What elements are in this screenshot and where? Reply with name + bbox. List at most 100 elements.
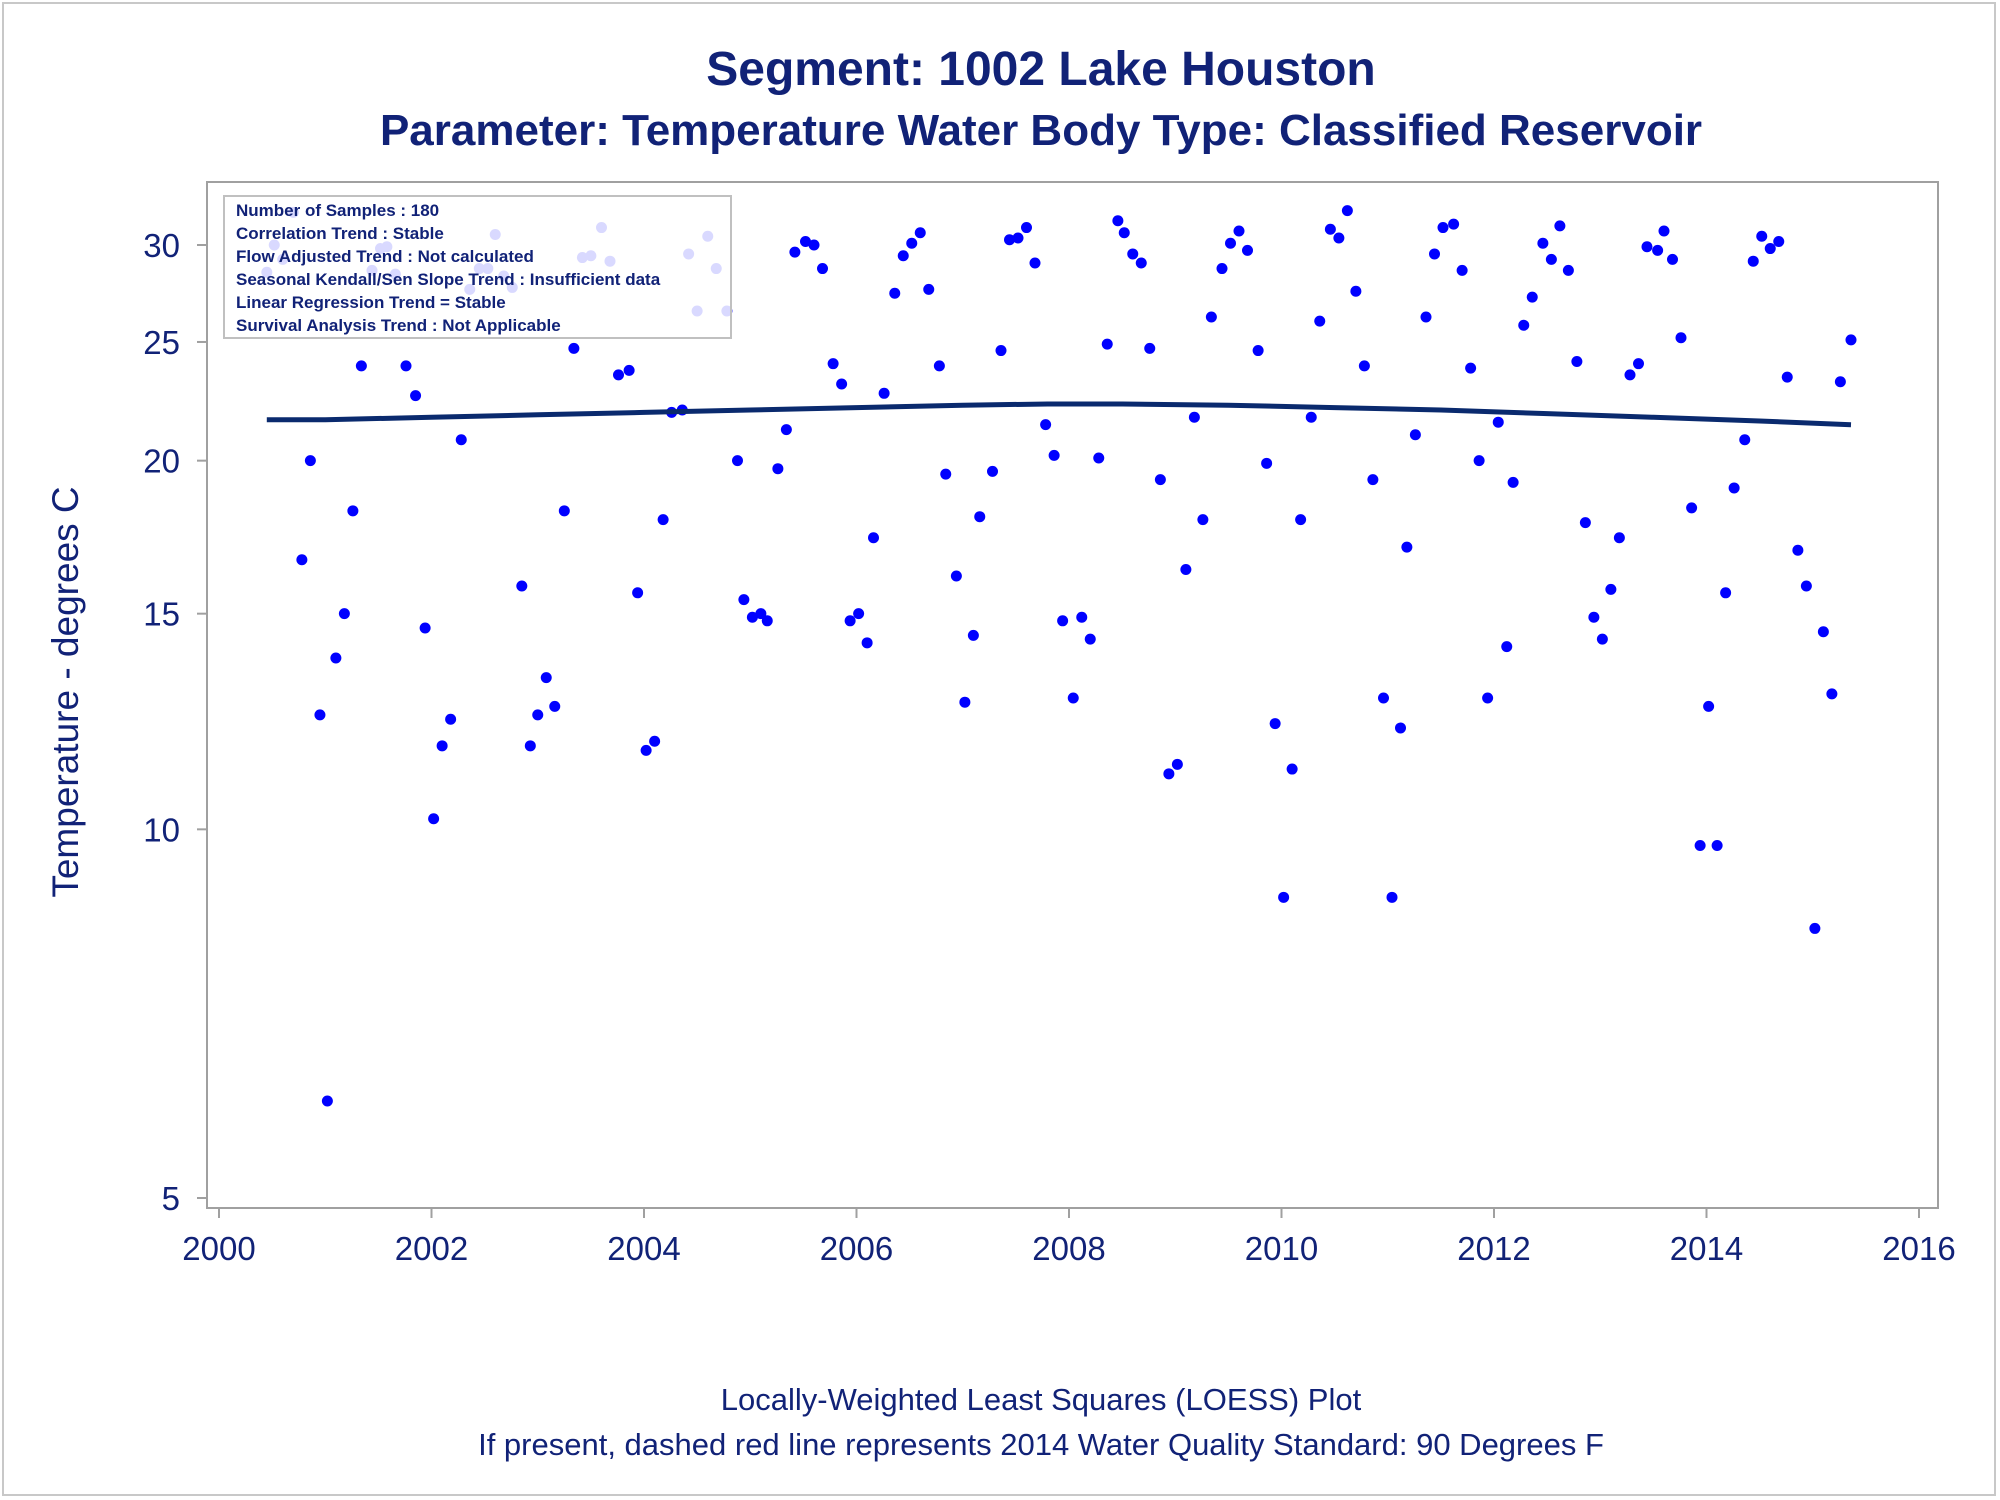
data-point [808, 239, 820, 251]
data-point [347, 505, 359, 517]
data-point [1764, 243, 1776, 255]
data-point [1526, 291, 1538, 303]
data-point [1507, 476, 1519, 488]
data-point [1579, 517, 1591, 529]
data-point [868, 532, 879, 544]
data-point [649, 735, 661, 747]
data-point [1756, 230, 1768, 242]
y-tick-label: 10 [143, 811, 180, 848]
data-point [330, 652, 342, 664]
data-point [1817, 626, 1829, 638]
footnote-standard: If present, dashed red line represents 2… [478, 1427, 1604, 1462]
data-point [1358, 360, 1370, 372]
data-point [914, 227, 926, 239]
chart-title: Segment: 1002 Lake Houston [706, 43, 1376, 96]
data-point [789, 246, 801, 258]
data-point [1225, 237, 1236, 249]
data-point [1554, 220, 1566, 232]
data-point [540, 672, 552, 684]
data-point [861, 637, 873, 649]
data-point [940, 468, 952, 480]
data-point [995, 345, 1007, 357]
data-point [1012, 232, 1024, 244]
data-point [1448, 218, 1460, 230]
data-point [897, 250, 909, 262]
y-tick-label: 25 [143, 324, 180, 361]
data-point [1562, 264, 1574, 276]
data-point [1739, 434, 1751, 446]
data-point [445, 713, 457, 725]
data-point [1286, 763, 1298, 775]
data-point [1658, 225, 1670, 237]
x-tick-label: 2008 [1032, 1230, 1105, 1267]
data-point [853, 608, 865, 620]
data-point [516, 580, 528, 592]
data-point [844, 615, 856, 627]
loess-curve [266, 401, 1852, 428]
data-point [1084, 633, 1096, 645]
data-point [1781, 371, 1793, 383]
data-point [1720, 587, 1732, 599]
data-point [1613, 532, 1625, 544]
x-tick-label: 2006 [820, 1230, 893, 1267]
data-point [1333, 232, 1345, 244]
data-point [772, 463, 784, 475]
data-point [1067, 692, 1079, 704]
data-point [1588, 611, 1600, 623]
statistics-line: Linear Regression Trend = Stable [236, 293, 506, 312]
data-point [836, 378, 848, 390]
data-point [1401, 541, 1413, 553]
data-point [1029, 257, 1041, 269]
data-point [1473, 455, 1485, 467]
data-point [1093, 452, 1105, 464]
data-point [657, 514, 669, 526]
data-point [428, 813, 440, 825]
data-point [1728, 482, 1740, 494]
data-point [1127, 248, 1139, 260]
data-point [1420, 311, 1432, 323]
y-tick-label: 20 [143, 443, 180, 480]
data-point [967, 629, 979, 641]
data-point [1652, 244, 1664, 256]
data-point [1386, 891, 1398, 903]
data-point [1163, 768, 1175, 780]
x-tick-label: 2010 [1245, 1230, 1318, 1267]
data-point [1154, 474, 1166, 486]
data-point [1314, 315, 1326, 327]
data-point [1465, 362, 1477, 374]
data-point [1675, 332, 1687, 344]
x-axis: 2000 2002 2004 2006 2008 2010 2012 2014 2016 [182, 1208, 1956, 1267]
data-point [1378, 692, 1389, 704]
data-point [755, 608, 767, 620]
data-point [436, 740, 448, 752]
data-point [1633, 358, 1644, 370]
x-tick-label: 2014 [1670, 1230, 1743, 1267]
statistics-line: Number of Samples : 180 [236, 201, 439, 220]
data-point [987, 465, 998, 477]
data-point [1341, 205, 1353, 217]
data-point [1057, 615, 1069, 627]
data-point [1305, 411, 1317, 423]
data-point [410, 390, 422, 402]
data-point [817, 263, 828, 275]
footnote-method: Locally-Weighted Least Squares (LOESS) P… [720, 1382, 1362, 1417]
data-point [1537, 237, 1549, 249]
data-point [1171, 758, 1183, 770]
data-point [732, 455, 743, 467]
data-point [950, 570, 962, 582]
data-point [1350, 285, 1362, 297]
statistics-line: Survival Analysis Trend : Not Applicable [236, 316, 561, 335]
data-point [1135, 257, 1147, 269]
data-point [1501, 641, 1513, 653]
data-point [1456, 264, 1468, 276]
data-point [532, 709, 544, 721]
data-point [1605, 583, 1617, 595]
data-point [1429, 248, 1440, 260]
data-point [1261, 457, 1273, 469]
data-point [1409, 429, 1421, 441]
data-point [1395, 722, 1406, 734]
y-axis-label: Temperature - degrees C [45, 486, 86, 897]
data-point [1040, 419, 1052, 431]
data-point [827, 358, 839, 370]
